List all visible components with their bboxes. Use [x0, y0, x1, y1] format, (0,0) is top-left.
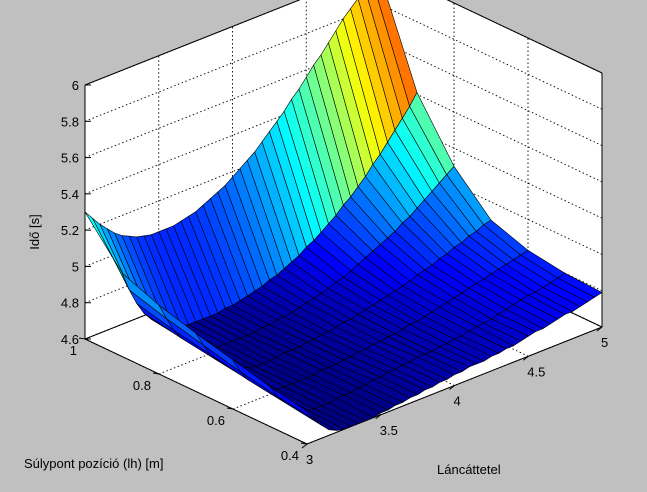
surface-patch	[269, 386, 315, 420]
x-axis-label: Láncáttetel	[437, 462, 501, 477]
grid-line	[84, 3, 381, 122]
grid-line	[379, 40, 603, 146]
x-tick-label: 4	[454, 394, 461, 409]
x-tick	[301, 443, 308, 449]
x-tick	[522, 355, 529, 361]
grid-line	[379, 3, 603, 110]
z-tick-label: 5.2	[61, 223, 79, 238]
z-tick-label: 4.6	[61, 332, 79, 347]
x-tick	[375, 414, 382, 420]
y-axis-label: Súlypont pozíció (lh) [m]	[24, 456, 163, 471]
z-tick-label: 5	[72, 259, 79, 274]
z-tick-label: 4.8	[61, 296, 79, 311]
z-tick-label: 6	[72, 78, 79, 93]
z-tick-label: 5.6	[61, 151, 79, 166]
y-tick-label: 1	[70, 343, 77, 358]
x-tick	[596, 326, 603, 332]
y-tick	[300, 442, 308, 445]
z-tick-label: 5.4	[61, 187, 79, 202]
y-axis-line	[84, 338, 308, 445]
x-tick-label: 5	[601, 335, 608, 350]
x-tick-label: 4.5	[527, 364, 545, 379]
box-edge	[84, 0, 301, 86]
x-tick-label: 3	[306, 452, 313, 467]
x-tick-label: 3.5	[380, 423, 398, 438]
x-tick	[449, 385, 455, 390]
y-tick	[78, 337, 86, 340]
surface-mesh	[84, 0, 603, 431]
z-tick-label: 5.8	[61, 114, 79, 129]
y-tick	[226, 407, 234, 410]
tick-labels: 3 3.5 4 4.5 5 0.4 0.6 0.8 14.6 4.8 5 5.2 5.4 5.6 5.8 6	[61, 78, 608, 467]
y-tick-label: 0.6	[207, 413, 225, 428]
z-axis-label: Idő [s]	[27, 214, 42, 249]
y-tick-label: 0.4	[281, 448, 299, 463]
y-tick-label: 0.8	[133, 378, 151, 393]
box-edge	[446, 0, 603, 74]
y-tick	[152, 372, 160, 375]
